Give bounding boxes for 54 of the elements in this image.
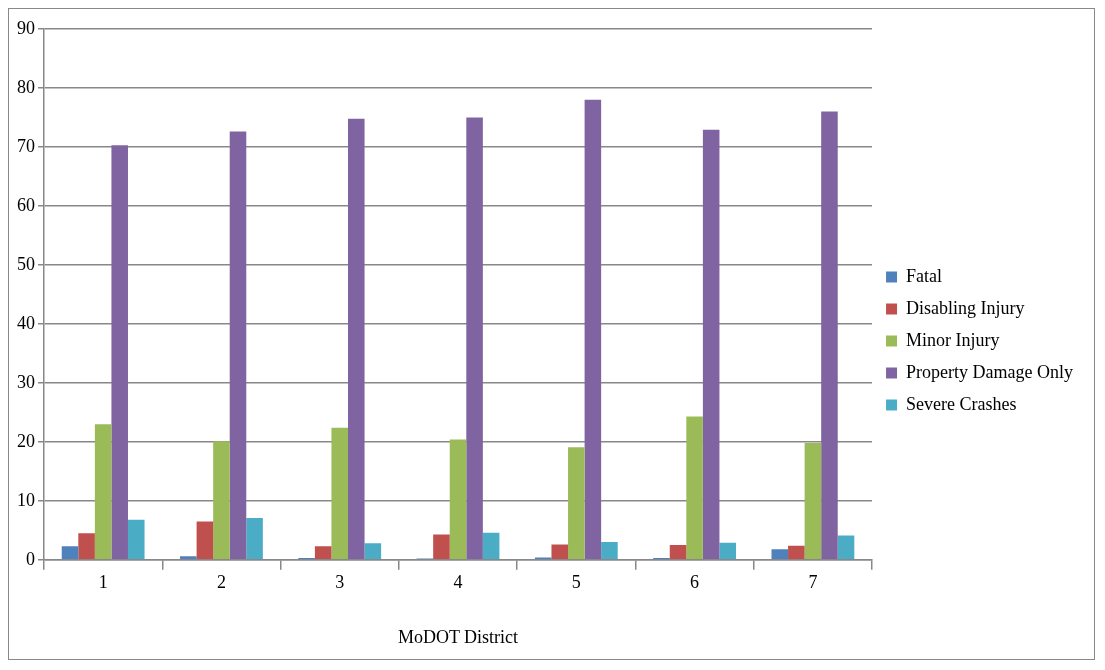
bar (314, 546, 332, 560)
bar (196, 521, 214, 560)
y-tick-label: 0 (26, 548, 35, 569)
bar (180, 556, 197, 560)
legend-label: Minor Injury (906, 329, 1000, 350)
bar (804, 443, 822, 560)
x-tick-label: 2 (216, 572, 226, 593)
y-tick-label: 60 (17, 194, 35, 215)
x-tick-label: 4 (453, 572, 463, 593)
bar (568, 447, 585, 560)
bar (551, 544, 569, 560)
bar (584, 99, 602, 560)
x-tick-label: 7 (808, 572, 818, 593)
bar (111, 145, 128, 560)
bar (669, 545, 687, 560)
y-tick-label: 10 (17, 489, 35, 510)
bar (61, 546, 79, 560)
bar (213, 441, 230, 560)
bar (348, 118, 365, 560)
legend-label: Property Damage Only (906, 361, 1074, 382)
y-tick-label: 40 (17, 312, 35, 333)
bar (788, 545, 805, 560)
bar (246, 517, 263, 560)
legend-label: Fatal (906, 265, 943, 286)
x-tick-label: 1 (98, 572, 108, 593)
bar (821, 111, 838, 560)
legend-label: Severe Crashes (906, 393, 1017, 414)
y-tick-label: 70 (17, 135, 35, 156)
bar (686, 416, 703, 560)
bar (331, 427, 349, 560)
y-tick-label: 90 (17, 17, 35, 38)
bar (433, 534, 450, 560)
bar (229, 131, 247, 560)
x-tick-label: 3 (335, 572, 345, 593)
x-tick-label: 6 (690, 572, 700, 593)
x-tick-label: 5 (571, 572, 581, 593)
y-tick-label: 30 (17, 371, 35, 392)
bar (94, 424, 112, 560)
y-tick-label: 80 (17, 76, 35, 97)
bar (837, 535, 855, 560)
y-tick-label: 50 (17, 253, 35, 274)
bar (78, 533, 95, 560)
bar (601, 542, 618, 560)
bar (771, 549, 789, 560)
bar (364, 543, 382, 560)
bar (719, 542, 737, 560)
bar (482, 532, 500, 560)
bar (127, 519, 145, 560)
legend-label: Disabling Injury (906, 297, 1025, 318)
x-axis-title: MoDOT District (397, 626, 519, 647)
bar (449, 439, 467, 560)
bar (702, 129, 720, 560)
bar (466, 117, 483, 560)
y-tick-label: 20 (17, 430, 35, 451)
